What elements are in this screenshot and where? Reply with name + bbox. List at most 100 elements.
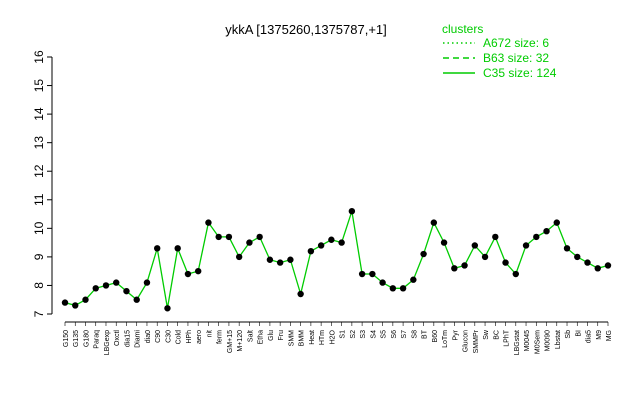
data-point [297, 290, 304, 298]
data-point [461, 262, 468, 269]
x-tick-label: M9 [596, 330, 603, 340]
x-tick-label: MG [606, 330, 613, 341]
x-tick-label: aero [196, 330, 203, 344]
data-point [164, 305, 171, 312]
x-tick-label: Diami [135, 330, 142, 348]
data-point [143, 279, 151, 286]
y-tick-label: 8 [32, 282, 46, 289]
data-point [379, 279, 386, 286]
legend-entry-label: B63 size: 32 [483, 51, 549, 65]
x-tick-label: BT [422, 329, 429, 339]
data-point [594, 265, 601, 272]
data-point [389, 285, 397, 292]
x-tick-label: Pyr [452, 329, 459, 340]
x-tick-label: HTm [319, 330, 326, 345]
data-point [348, 208, 356, 215]
data-point [215, 233, 222, 241]
data-point [328, 236, 335, 243]
x-tick-label: dia5 [586, 330, 593, 343]
data-point [399, 285, 407, 292]
data-point [102, 282, 110, 289]
y-tick-label: 14 [32, 107, 46, 121]
data-point [256, 233, 263, 241]
data-point [266, 256, 274, 263]
x-tick-label: Cold [176, 330, 183, 345]
data-point [358, 270, 366, 278]
y-tick-label: 10 [32, 221, 46, 235]
data-point [205, 219, 212, 226]
data-point [92, 285, 99, 292]
data-point [246, 239, 253, 246]
data-point [184, 270, 192, 278]
data-point [276, 259, 284, 266]
x-tick-label: HPh [186, 330, 193, 344]
x-tick-label: Fru [278, 330, 285, 341]
x-tick-label: Glu [268, 330, 275, 341]
x-tick-label: Paraq [94, 330, 101, 349]
x-tick-label: B60 [432, 330, 439, 343]
data-point [235, 253, 243, 261]
data-point [533, 233, 540, 241]
data-point [451, 265, 458, 272]
data-point [492, 233, 499, 241]
data-point [440, 239, 448, 246]
data-point [543, 227, 550, 235]
x-tick-label: S5 [381, 330, 388, 339]
data-point [225, 233, 233, 241]
x-tick-label: C90 [155, 330, 162, 343]
x-tick-label: Glucon [463, 330, 470, 352]
data-point [194, 267, 202, 275]
data-point [502, 259, 509, 266]
y-tick-label: 13 [32, 136, 46, 150]
data-point [338, 239, 345, 246]
x-tick-label: LBGstat [514, 330, 521, 355]
x-tick-label: M+120 [237, 330, 244, 352]
y-tick-label: 16 [32, 50, 46, 64]
x-tick-label: Heat [309, 330, 316, 345]
x-tick-label: Salt [247, 330, 254, 342]
x-tick-label: SMM [288, 330, 295, 347]
data-point [563, 245, 571, 252]
x-tick-label: Sw [483, 329, 490, 340]
data-point [410, 276, 417, 283]
data-point [420, 250, 427, 258]
data-point [72, 302, 79, 309]
x-tick-label: G180 [83, 330, 90, 347]
x-tick-label: BC [493, 330, 500, 340]
x-tick-label: LPhT [504, 329, 511, 346]
series-line [64, 210, 609, 309]
data-point [471, 242, 479, 249]
data-point [61, 299, 69, 306]
x-tick-label: dia0 [145, 330, 152, 343]
x-tick-label: M0Sem [534, 330, 541, 354]
x-tick-label: dia15 [124, 330, 131, 347]
data-point [174, 245, 181, 252]
data-point [584, 259, 591, 266]
data-point [512, 270, 519, 278]
x-tick-label: Sb [565, 330, 572, 339]
data-point [481, 253, 489, 261]
y-tick-label: 9 [32, 253, 46, 260]
x-tick-label: G135 [73, 330, 80, 347]
x-tick-label: S2 [350, 330, 357, 339]
y-axis: 7 8 9 10 11 12 13 14 15 16 [32, 50, 53, 317]
x-tick-label: S4 [370, 330, 377, 339]
y-tick-label: 11 [32, 193, 46, 206]
x-tick-label: GM+15 [227, 330, 234, 353]
x-tick-label: M0045 [524, 330, 531, 352]
data-point [522, 242, 530, 249]
x-tick-label: M0090 [545, 330, 552, 352]
x-tick-label: S1 [340, 330, 347, 339]
series-group [61, 208, 612, 312]
y-tick-label: 15 [32, 79, 46, 93]
data-point [154, 245, 161, 252]
legend-title: clusters [442, 22, 483, 36]
x-tick-label: Lbstat [555, 330, 562, 349]
data-point [133, 296, 140, 303]
legend-entry-label: C35 size: 124 [483, 66, 557, 80]
x-tick-label: G150 [63, 330, 70, 347]
data-point [430, 219, 438, 226]
y-tick-label: 12 [32, 164, 46, 178]
